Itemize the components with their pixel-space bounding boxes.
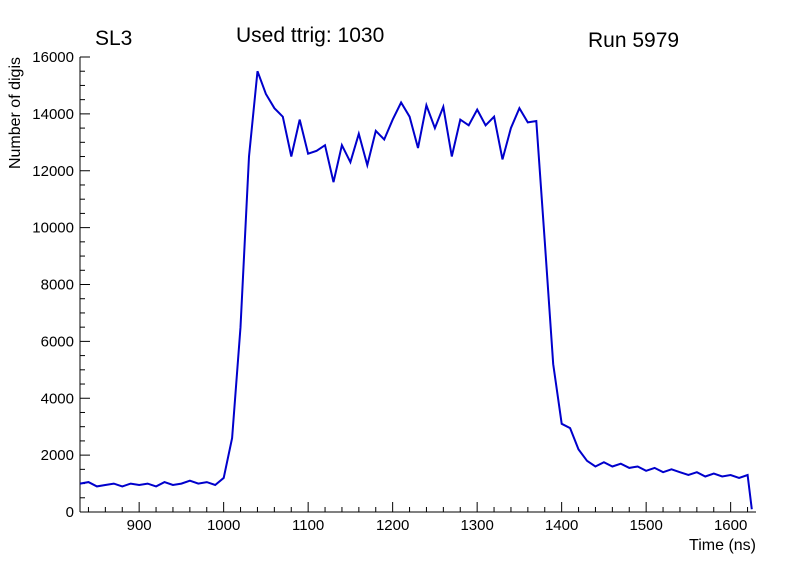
digi-time-series-line [79, 70, 753, 510]
x-tick-label: 900 [127, 517, 152, 534]
series-layer [79, 70, 753, 510]
x-tick-label: 1400 [545, 517, 578, 534]
y-tick-label: 14000 [32, 106, 74, 123]
y-axis-title: Number of digis [7, 57, 24, 169]
y-tick-label: 6000 [41, 333, 74, 350]
pad-title-left: SL3 [95, 27, 133, 50]
pad-title-center: Used ttrig: 1030 [236, 24, 385, 47]
x-tick-label: 1500 [629, 517, 662, 534]
x-tick-label: 1000 [207, 517, 240, 534]
pad-title-right: Run 5979 [588, 29, 680, 52]
x-axis-title: Time (ns) [689, 537, 756, 554]
x-tick-label: 1200 [376, 517, 409, 534]
x-tick-label: 1600 [714, 517, 747, 534]
x-tick-label: 1300 [460, 517, 493, 534]
x-tick-label: 1100 [292, 517, 324, 534]
y-tick-label: 10000 [32, 220, 74, 237]
y-tick-label: 12000 [32, 163, 74, 180]
y-tick-label: 4000 [41, 390, 74, 407]
y-tick-label: 0 [66, 504, 74, 521]
y-tick-label: 2000 [41, 447, 74, 464]
axes-layer: 900 1000 1100 1200 1300 1400 1500 1600020004000… [32, 49, 756, 534]
y-tick-label: 16000 [32, 49, 74, 66]
y-tick-label: 8000 [41, 277, 74, 294]
